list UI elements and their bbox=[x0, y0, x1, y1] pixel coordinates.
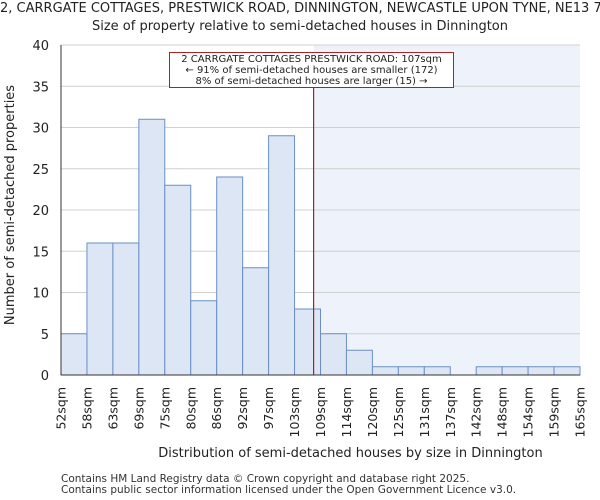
x-tick-label: 86sqm bbox=[209, 387, 224, 430]
bar bbox=[138, 118, 166, 376]
y-tick-label: 15 bbox=[32, 245, 49, 260]
annotation-line-2: ← 91% of semi-detached houses are smalle… bbox=[185, 65, 438, 76]
bar bbox=[501, 366, 529, 376]
bar bbox=[397, 366, 425, 376]
x-tick-label: 109sqm bbox=[313, 387, 328, 437]
x-tick-label: 52sqm bbox=[54, 387, 69, 430]
y-tick-label: 35 bbox=[32, 80, 49, 95]
y-tick-label: 20 bbox=[32, 204, 49, 219]
bar bbox=[190, 300, 218, 376]
bar bbox=[475, 366, 503, 376]
y-tick-label: 0 bbox=[41, 369, 49, 384]
x-axis-label: Distribution of semi-detached houses by … bbox=[158, 446, 542, 461]
bar bbox=[294, 308, 321, 376]
x-tick-label: 165sqm bbox=[573, 387, 588, 437]
bar bbox=[345, 349, 373, 376]
footer-copyright: Contains HM Land Registry data © Crown c… bbox=[61, 473, 470, 485]
x-tick-label: 103sqm bbox=[287, 387, 302, 437]
bar bbox=[268, 135, 296, 376]
bar bbox=[60, 333, 88, 376]
annotation-line-3: 8% of semi-detached houses are larger (1… bbox=[195, 76, 428, 87]
x-tick-label: 80sqm bbox=[183, 387, 198, 430]
bar bbox=[320, 333, 347, 376]
bar bbox=[371, 366, 399, 376]
x-tick-label: 92sqm bbox=[235, 387, 250, 430]
x-tick-label: 75sqm bbox=[157, 387, 172, 430]
bar bbox=[527, 366, 555, 376]
bar bbox=[553, 366, 581, 376]
bar bbox=[423, 366, 451, 376]
x-tick-label: 159sqm bbox=[547, 387, 562, 437]
x-tick-label: 137sqm bbox=[443, 387, 458, 437]
y-tick-label: 10 bbox=[32, 287, 49, 302]
x-tick-label: 120sqm bbox=[365, 387, 380, 437]
x-tick-label: 58sqm bbox=[79, 387, 94, 430]
annotation-line-1: 2 CARRGATE COTTAGES PRESTWICK ROAD: 107s… bbox=[181, 54, 442, 65]
x-tick-label: 154sqm bbox=[521, 387, 536, 437]
footer-licence: Contains public sector information licen… bbox=[61, 484, 517, 496]
bar bbox=[86, 242, 114, 376]
bar bbox=[216, 176, 244, 376]
y-tick-label: 5 bbox=[41, 328, 49, 343]
y-tick-label: 30 bbox=[32, 122, 49, 137]
x-tick-label: 114sqm bbox=[339, 387, 354, 437]
x-tick-label: 69sqm bbox=[131, 387, 146, 430]
x-tick-label: 131sqm bbox=[417, 387, 432, 437]
chart-title: 2, CARRGATE COTTAGES, PRESTWICK ROAD, DI… bbox=[0, 1, 600, 16]
bar bbox=[164, 184, 192, 376]
bar bbox=[242, 267, 270, 376]
annotation-box: 2 CARRGATE COTTAGES PRESTWICK ROAD: 107s… bbox=[169, 52, 454, 88]
x-tick-label: 63sqm bbox=[105, 387, 120, 430]
x-tick-label: 148sqm bbox=[495, 387, 510, 437]
chart-subtitle: Size of property relative to semi-detach… bbox=[91, 19, 509, 34]
bar bbox=[112, 242, 140, 376]
x-tick-label: 125sqm bbox=[391, 387, 406, 437]
y-tick-label: 25 bbox=[32, 163, 49, 178]
y-tick-label: 40 bbox=[32, 39, 49, 54]
x-tick-label: 97sqm bbox=[261, 387, 276, 430]
x-tick-label: 142sqm bbox=[469, 387, 484, 437]
y-axis-label: Number of semi-detached properties bbox=[3, 85, 18, 325]
